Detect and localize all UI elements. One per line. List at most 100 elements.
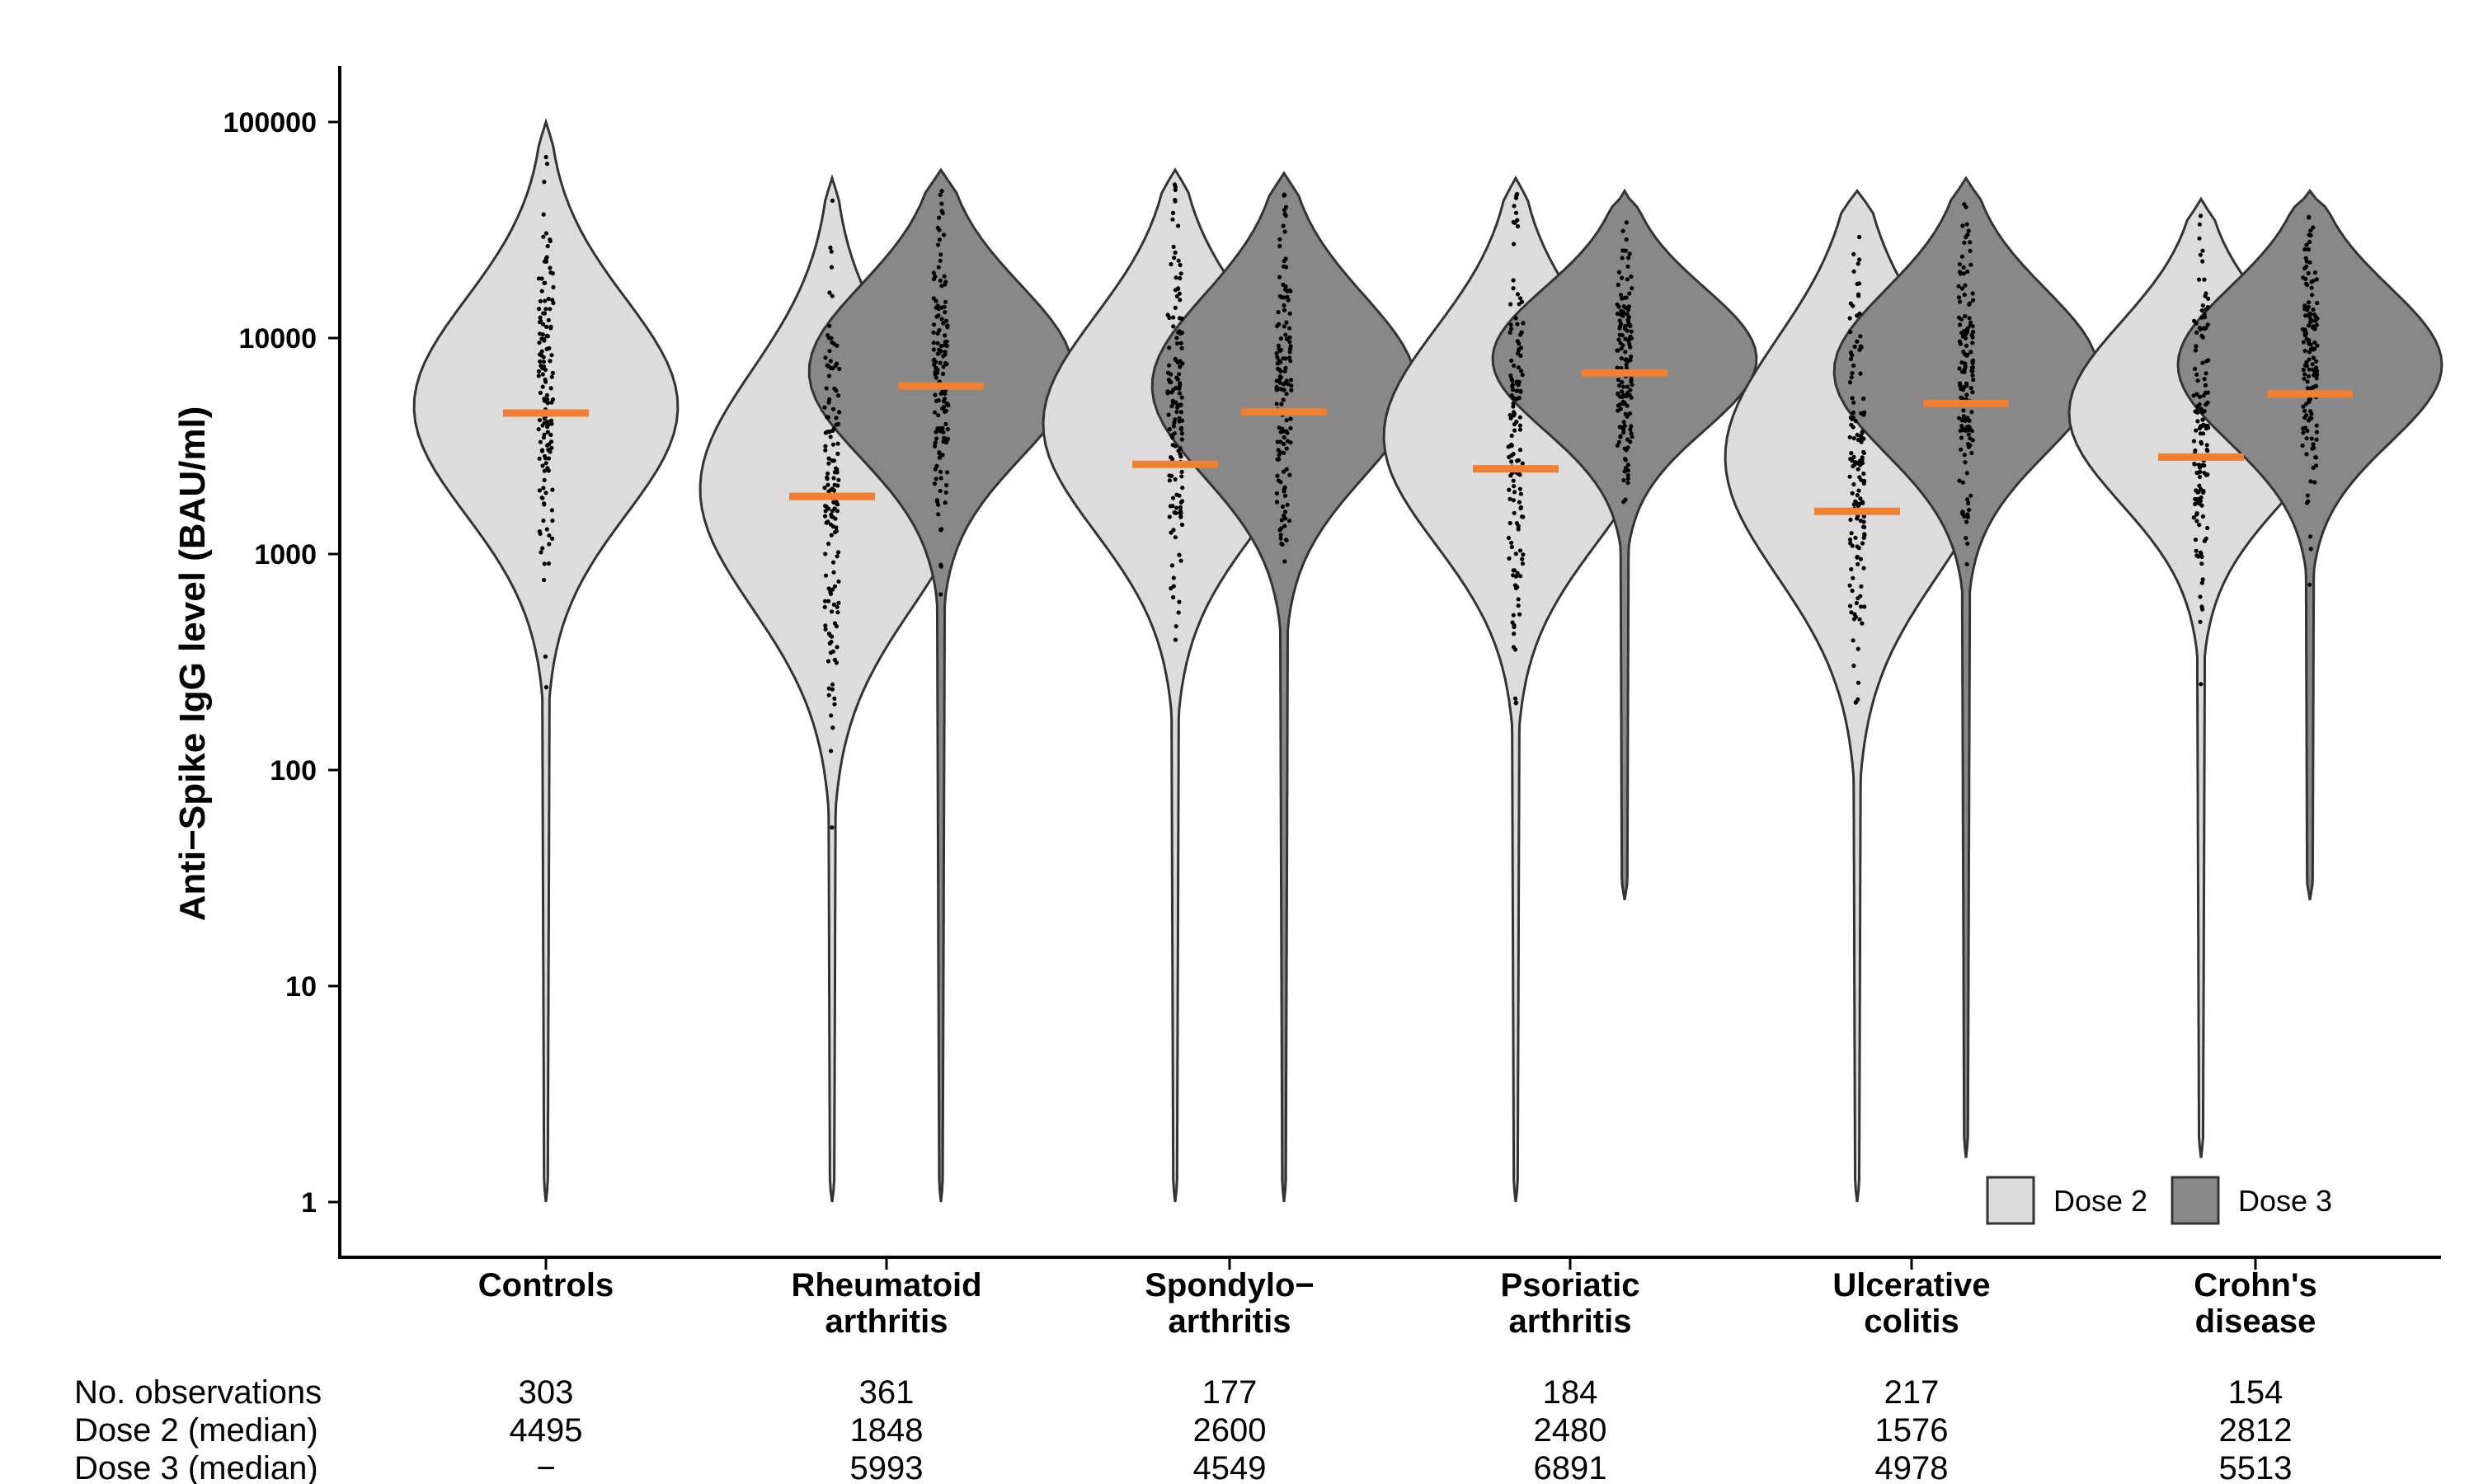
data-point (2302, 376, 2307, 381)
data-point (1513, 552, 1518, 556)
data-point (936, 242, 941, 247)
data-point (1964, 204, 1968, 209)
data-point (933, 392, 938, 397)
data-point (2200, 259, 2205, 264)
data-point (1848, 603, 1853, 608)
data-point (1961, 334, 1966, 339)
y-axis-label: Anti−Spike IgG level (BAU/ml) (172, 406, 213, 922)
data-point (2307, 313, 2312, 318)
data-point (1965, 269, 1970, 275)
violin-dose3 (1491, 188, 1758, 900)
data-point (1968, 248, 1973, 253)
data-point (2310, 362, 2315, 367)
data-point (829, 249, 834, 254)
data-point (1282, 324, 1286, 329)
data-point (823, 509, 828, 514)
data-point (2194, 372, 2199, 377)
category-label-line2: disease (2195, 1303, 2316, 1340)
data-point (2204, 443, 2209, 448)
data-point (1969, 365, 1974, 370)
data-point (543, 377, 548, 383)
data-point (936, 502, 941, 507)
data-point (1282, 308, 1287, 312)
data-point (548, 307, 553, 312)
data-point (1174, 505, 1179, 510)
data-point (943, 439, 948, 445)
data-point (1970, 324, 1975, 329)
data-point (1170, 217, 1175, 222)
data-point (1616, 348, 1620, 353)
data-point (2204, 447, 2209, 453)
data-point (1274, 402, 1279, 406)
data-point (538, 390, 543, 396)
data-point (826, 599, 831, 603)
data-point (2302, 425, 2308, 430)
data-point (1278, 430, 1283, 434)
data-point (1177, 416, 1182, 420)
data-point (2301, 275, 2306, 280)
data-point (547, 542, 552, 547)
data-point (1621, 420, 1626, 425)
data-point (1964, 519, 1969, 524)
data-point (1288, 359, 1293, 364)
data-point (543, 461, 548, 466)
y-tick-label: 1 (301, 1187, 317, 1219)
data-point (825, 482, 830, 487)
data-point (1520, 461, 1525, 466)
data-point (1962, 367, 1967, 372)
data-point (1179, 437, 1184, 442)
data-point (1855, 554, 1860, 560)
data-point (1859, 584, 1864, 589)
data-point (1622, 469, 1627, 474)
data-point (1861, 471, 1866, 477)
data-point (1285, 430, 1290, 435)
data-point (1621, 477, 1626, 483)
data-point (1627, 411, 1633, 416)
data-point (2304, 364, 2309, 369)
data-point (1518, 574, 1523, 579)
data-point (1511, 452, 1516, 457)
data-point (834, 388, 839, 393)
data-point (538, 439, 543, 444)
data-point (823, 573, 829, 578)
data-point (1176, 610, 1181, 615)
data-point (1515, 458, 1520, 463)
data-point (1511, 645, 1517, 650)
data-point (1629, 395, 1634, 400)
data-point (936, 307, 941, 312)
data-point (545, 397, 550, 402)
data-point (2197, 326, 2203, 331)
data-point (1850, 543, 1855, 548)
data-point (1847, 474, 1852, 479)
data-point (1170, 210, 1176, 215)
data-point (1169, 261, 1174, 267)
data-point (2311, 465, 2316, 471)
data-point (943, 318, 948, 323)
data-point (1623, 248, 1628, 253)
data-point (1618, 293, 1624, 298)
data-point (1518, 369, 1524, 373)
data-point (1289, 383, 1294, 388)
data-point (1178, 558, 1183, 563)
data-point (1620, 256, 1625, 261)
data-point (2304, 336, 2309, 341)
data-point (2314, 376, 2319, 381)
violins-layer (412, 118, 2443, 1203)
data-point (826, 586, 831, 591)
data-point (938, 488, 943, 494)
table-cells: 303 361 177 184 217 154 4495 1848 2600 2480 1576 28… (510, 1374, 2293, 1484)
category-label-line2: arthritis (1169, 1303, 1291, 1340)
data-point (1511, 498, 1516, 503)
data-point (2302, 247, 2307, 252)
data-point (542, 561, 547, 566)
data-point (941, 364, 946, 369)
data-point (1859, 604, 1864, 609)
data-point (1851, 663, 1856, 669)
data-point (2194, 428, 2199, 433)
data-point (1616, 392, 1620, 397)
data-point (2202, 409, 2207, 414)
data-point (550, 370, 556, 375)
data-point (1620, 275, 1625, 280)
data-point (830, 726, 835, 730)
data-point (2303, 256, 2308, 261)
